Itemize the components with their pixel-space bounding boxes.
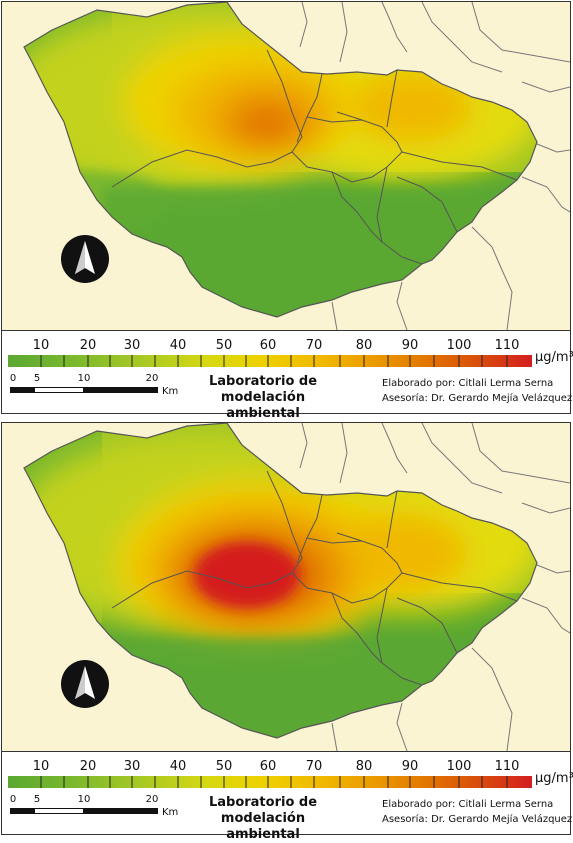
- north-arrow-icon: [60, 659, 110, 709]
- scale-unit-label: Km: [162, 386, 179, 397]
- pollution-map-1: [23, 2, 570, 330]
- tick-label: 100: [446, 759, 472, 774]
- lab-title: Laboratorio de modelación ambiental: [200, 374, 326, 422]
- map-panel-1: 10 20 30 40 50 60 70 80 90 100 110: [1, 1, 573, 421]
- internal-boundaries-1: [111, 49, 518, 265]
- credits: Elaborado por: Citlali Lerma Serna Aseso…: [382, 376, 572, 406]
- scale-label: 0: [9, 373, 17, 384]
- scale-label: 10: [77, 794, 91, 805]
- tick-label: 110: [494, 759, 520, 774]
- tick-label: 70: [305, 759, 323, 774]
- scale-label: 5: [33, 794, 41, 805]
- tick-label: 30: [123, 338, 141, 353]
- scale-bar: [10, 387, 158, 393]
- tick-label: 30: [123, 759, 141, 774]
- scale-label: 10: [77, 373, 91, 384]
- credits: Elaborado por: Citlali Lerma Serna Aseso…: [382, 797, 572, 827]
- scale-label: 20: [145, 794, 159, 805]
- tick-label: 40: [169, 759, 187, 774]
- scale-label: 5: [33, 373, 41, 384]
- credit-author: Elaborado por: Citlali Lerma Serna: [382, 378, 554, 389]
- tick-label: 10: [32, 338, 50, 353]
- legend-2: 10 20 30 40 50 60 70 80 90 100 110: [2, 752, 573, 842]
- scale-label: 0: [9, 794, 17, 805]
- lab-title-line1: Laboratorio de: [208, 795, 318, 810]
- scale-unit-label: Km: [162, 807, 179, 818]
- tick-label: 50: [215, 338, 233, 353]
- scale-bar: [10, 808, 158, 814]
- tick-label: 70: [305, 338, 323, 353]
- map-area-2: [2, 423, 570, 752]
- legend-1: 10 20 30 40 50 60 70 80 90 100 110: [2, 331, 573, 421]
- tick-label: 90: [401, 338, 419, 353]
- tick-label: 90: [401, 759, 419, 774]
- tick-label: 50: [215, 759, 233, 774]
- surrounding-boundaries-2: [299, 423, 570, 751]
- credit-author: Elaborado por: Citlali Lerma Serna: [382, 799, 554, 810]
- color-scale-bar: [8, 776, 532, 788]
- pollution-map-2: [23, 423, 570, 751]
- credit-advisor: Asesoría: Dr. Gerardo Mejía Velázquez: [382, 814, 573, 825]
- tick-label: 10: [32, 759, 50, 774]
- tick-label: 110: [494, 338, 520, 353]
- lab-title-line1: Laboratorio de: [208, 374, 318, 389]
- credit-advisor: Asesoría: Dr. Gerardo Mejía Velázquez: [382, 393, 573, 404]
- tick-label: 40: [169, 338, 187, 353]
- tick-label: 20: [79, 759, 97, 774]
- surrounding-boundaries-1: [299, 2, 570, 330]
- tick-label: 20: [79, 338, 97, 353]
- tick-label: 80: [355, 338, 373, 353]
- internal-boundaries-2: [111, 470, 518, 686]
- lab-title: Laboratorio de modelación ambiental: [200, 795, 326, 843]
- tick-label: 60: [259, 759, 277, 774]
- tick-label: 80: [355, 759, 373, 774]
- unit-label: µg/m³: [535, 350, 573, 365]
- lab-title-line2: modelación ambiental: [220, 390, 306, 421]
- tick-label: 60: [259, 338, 277, 353]
- map-area-1: [2, 2, 570, 331]
- tick-label: 100: [446, 338, 472, 353]
- north-arrow-icon: [60, 234, 110, 284]
- lab-title-line2: modelación ambiental: [220, 811, 306, 842]
- map-panel-2: 10 20 30 40 50 60 70 80 90 100 110: [1, 422, 573, 842]
- unit-label: µg/m³: [535, 771, 573, 786]
- scale-label: 20: [145, 373, 159, 384]
- color-scale-bar: [8, 355, 532, 367]
